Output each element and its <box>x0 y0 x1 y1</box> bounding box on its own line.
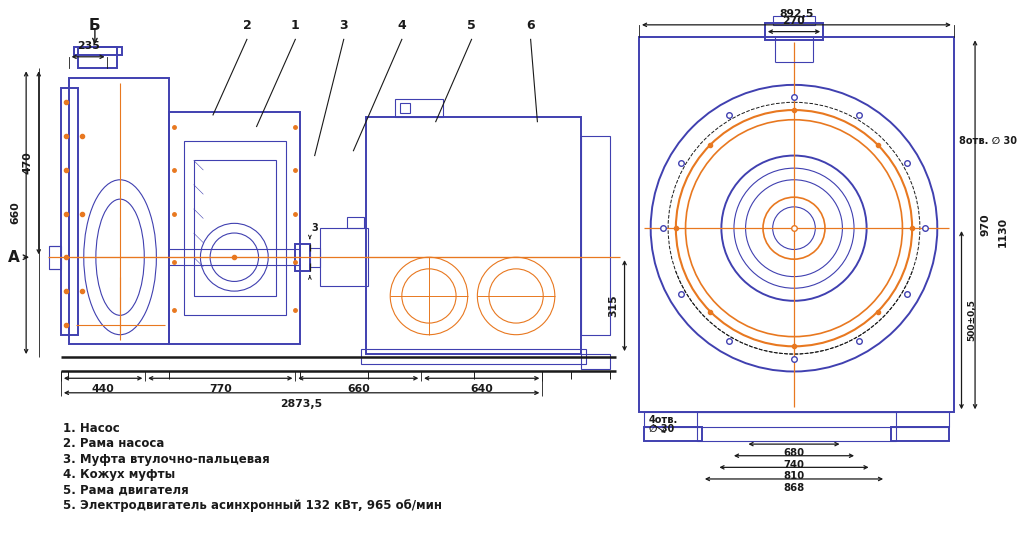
Text: 4. Кожух муфты: 4. Кожух муфты <box>63 468 175 481</box>
Text: 660: 660 <box>346 384 369 394</box>
Bar <box>764 23 822 40</box>
Bar <box>394 99 443 117</box>
Text: 740: 740 <box>783 460 804 470</box>
Text: А: А <box>8 250 19 265</box>
Text: 470: 470 <box>22 151 33 174</box>
Bar <box>73 47 122 55</box>
Bar <box>890 427 948 441</box>
Text: 5. Рама двигателя: 5. Рама двигателя <box>63 484 189 497</box>
Text: 892,5: 892,5 <box>779 9 813 19</box>
Text: 810: 810 <box>783 471 804 481</box>
Text: 2873,5: 2873,5 <box>280 398 322 409</box>
Bar <box>169 112 300 345</box>
Text: 2. Рама насоса: 2. Рама насоса <box>63 437 164 450</box>
Text: 6: 6 <box>526 19 534 32</box>
Bar <box>361 349 585 364</box>
Text: 1130: 1130 <box>998 217 1008 247</box>
Bar <box>581 136 609 335</box>
Bar <box>399 103 410 113</box>
Bar <box>319 228 368 286</box>
Text: 315: 315 <box>608 294 619 317</box>
Bar <box>639 38 953 412</box>
Text: 4: 4 <box>397 19 406 32</box>
Text: 3: 3 <box>339 19 347 32</box>
Text: 440: 440 <box>92 384 114 394</box>
Bar <box>696 412 895 441</box>
Bar <box>194 161 276 296</box>
Text: 640: 640 <box>470 384 492 394</box>
Text: 5. Электродвигатель асинхронный 132 кВт, 965 об/мин: 5. Электродвигатель асинхронный 132 кВт,… <box>63 499 441 512</box>
Bar <box>772 16 814 25</box>
Text: 1. Насос: 1. Насос <box>63 422 119 435</box>
Bar <box>581 354 609 368</box>
Bar <box>643 412 948 427</box>
Text: Б: Б <box>89 18 101 33</box>
Text: 235: 235 <box>76 41 100 51</box>
Bar <box>346 217 364 228</box>
Text: 770: 770 <box>209 384 231 394</box>
Text: 3: 3 <box>311 223 318 233</box>
Bar <box>643 427 701 441</box>
Text: 8отв. ∅ 30: 8отв. ∅ 30 <box>958 136 1016 146</box>
Text: 270: 270 <box>782 16 805 26</box>
Bar <box>68 78 169 345</box>
Text: 500±0,5: 500±0,5 <box>966 299 975 341</box>
Bar <box>49 245 61 269</box>
Bar <box>78 47 117 68</box>
Text: 5: 5 <box>467 19 476 32</box>
Text: 2: 2 <box>243 19 251 32</box>
Text: 1: 1 <box>290 19 300 32</box>
Bar <box>61 88 78 335</box>
Bar <box>310 248 319 267</box>
Text: 868: 868 <box>783 483 804 493</box>
Bar <box>366 117 581 354</box>
Text: 3. Муфта втулочно-пальцевая: 3. Муфта втулочно-пальцевая <box>63 453 269 466</box>
Bar <box>183 141 285 315</box>
Bar <box>296 244 310 271</box>
Text: 970: 970 <box>980 213 989 236</box>
Text: 660: 660 <box>10 201 20 224</box>
Text: 680: 680 <box>783 448 804 458</box>
Text: 4отв.: 4отв. <box>648 415 678 425</box>
Text: ∅ 30: ∅ 30 <box>648 424 674 434</box>
